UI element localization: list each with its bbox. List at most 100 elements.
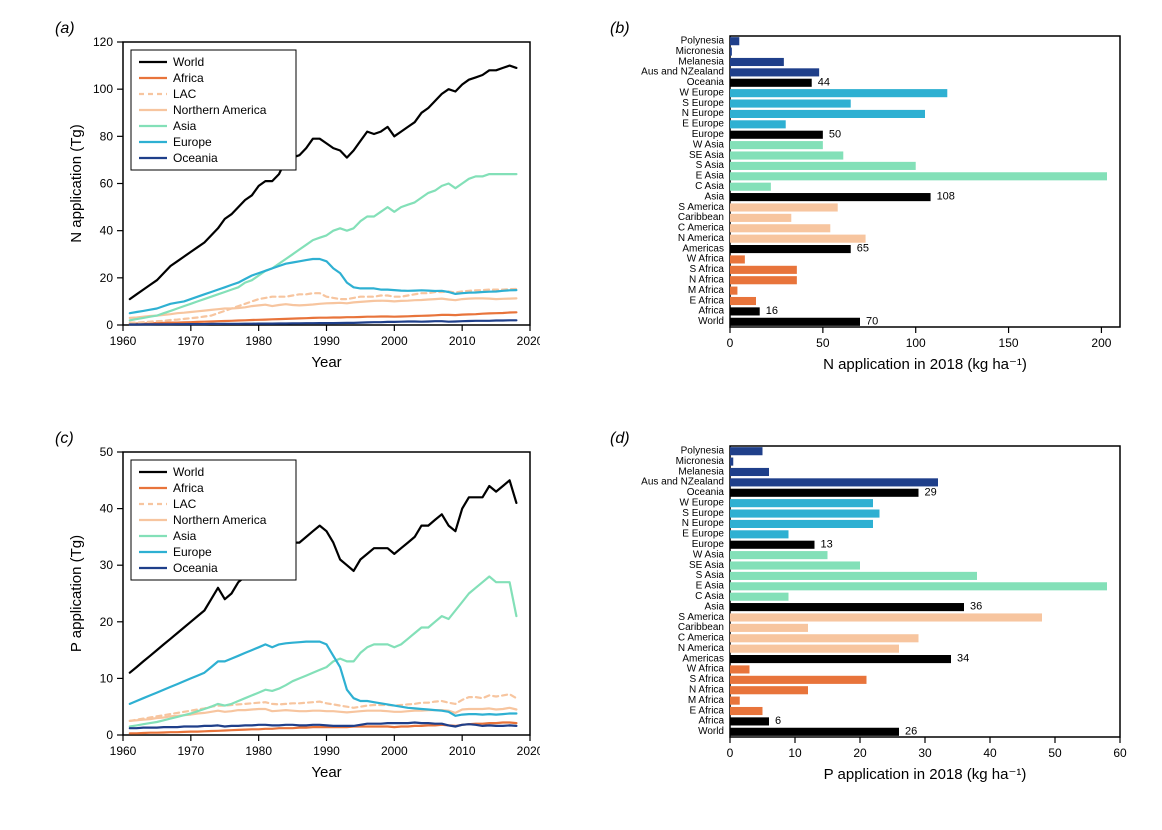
svg-text:S America: S America	[678, 202, 724, 213]
bar-c-asia	[730, 183, 771, 191]
figure-root: 1960197019801990200020102020020406080100…	[0, 0, 1162, 830]
svg-text:C America: C America	[678, 223, 725, 234]
bar-e-africa	[730, 707, 763, 715]
svg-text:2020: 2020	[517, 334, 540, 348]
svg-text:0: 0	[106, 318, 113, 332]
svg-text:Asia: Asia	[173, 119, 197, 133]
bar-asia	[730, 603, 964, 611]
svg-text:Africa: Africa	[173, 481, 204, 495]
svg-text:60: 60	[1113, 746, 1127, 760]
bar-s-europe	[730, 100, 851, 108]
svg-text:SE Asia: SE Asia	[689, 150, 724, 161]
svg-text:E Europe: E Europe	[682, 119, 724, 130]
svg-text:E Africa: E Africa	[690, 705, 725, 716]
svg-text:World: World	[173, 55, 204, 69]
bar-world	[730, 318, 860, 326]
panel-label-c: (c)	[55, 430, 74, 448]
svg-text:LAC: LAC	[173, 87, 197, 101]
svg-text:World: World	[698, 316, 724, 327]
svg-text:1970: 1970	[177, 334, 204, 348]
svg-text:Caribbean: Caribbean	[678, 622, 724, 633]
svg-text:Year: Year	[311, 354, 341, 371]
svg-text:N Africa: N Africa	[689, 685, 724, 696]
svg-text:36: 36	[970, 601, 982, 613]
svg-text:40: 40	[100, 502, 114, 516]
svg-text:Aus and NZealand: Aus and NZealand	[641, 477, 724, 488]
svg-text:Africa: Africa	[698, 716, 724, 727]
svg-text:50: 50	[816, 336, 830, 350]
svg-text:26: 26	[905, 725, 917, 737]
svg-text:Americas: Americas	[682, 653, 724, 664]
svg-text:Northern America: Northern America	[173, 513, 267, 527]
svg-text:20: 20	[853, 746, 867, 760]
svg-text:150: 150	[999, 336, 1019, 350]
svg-text:SE Asia: SE Asia	[689, 560, 724, 571]
svg-text:W Europe: W Europe	[680, 497, 725, 508]
svg-text:60: 60	[100, 177, 114, 191]
svg-text:E Europe: E Europe	[682, 529, 724, 540]
bar-s-america	[730, 203, 838, 211]
bar-oceania	[730, 489, 919, 497]
bar-caribbean	[730, 624, 808, 632]
svg-text:Oceania: Oceania	[173, 561, 218, 575]
svg-text:Africa: Africa	[173, 71, 204, 85]
svg-text:S Europe: S Europe	[682, 98, 724, 109]
svg-text:50: 50	[829, 128, 841, 140]
svg-text:S Asia: S Asia	[696, 570, 725, 581]
bar-e-asia	[730, 172, 1107, 180]
svg-text:N Europe: N Europe	[682, 518, 725, 529]
bar-polynesia	[730, 447, 763, 455]
svg-text:Polynesia: Polynesia	[681, 445, 725, 456]
bar-n-europe	[730, 520, 873, 528]
svg-text:50: 50	[1048, 746, 1062, 760]
bar-w-asia	[730, 141, 823, 149]
bar-n-europe	[730, 110, 925, 118]
svg-text:N Africa: N Africa	[689, 275, 724, 286]
svg-text:Caribbean: Caribbean	[678, 212, 724, 223]
svg-text:40: 40	[983, 746, 997, 760]
bar-w-europe	[730, 89, 947, 97]
bar-aus-and-nzealand	[730, 478, 938, 486]
svg-text:40: 40	[100, 224, 114, 238]
svg-text:10: 10	[100, 671, 114, 685]
bar-m-africa	[730, 287, 737, 295]
svg-text:1980: 1980	[245, 744, 272, 758]
svg-text:P application in 2018 (kg ha⁻¹: P application in 2018 (kg ha⁻¹)	[824, 766, 1027, 783]
svg-text:C Asia: C Asia	[695, 591, 724, 602]
svg-text:W Asia: W Asia	[693, 139, 725, 150]
svg-text:Polynesia: Polynesia	[681, 35, 725, 46]
svg-text:1980: 1980	[245, 334, 272, 348]
bar-africa	[730, 717, 769, 725]
svg-text:Oceania: Oceania	[687, 487, 725, 498]
panel-label-b: (b)	[610, 20, 630, 38]
svg-text:6: 6	[775, 715, 781, 727]
svg-text:1960: 1960	[110, 334, 137, 348]
svg-text:N Europe: N Europe	[682, 108, 725, 119]
svg-text:N application (Tg): N application (Tg)	[68, 124, 85, 242]
bar-oceania	[730, 79, 812, 87]
bar-aus-and-nzealand	[730, 68, 819, 76]
svg-text:E Asia: E Asia	[696, 581, 725, 592]
svg-text:N America: N America	[678, 643, 725, 654]
svg-text:S Europe: S Europe	[682, 508, 724, 519]
svg-text:16: 16	[766, 305, 778, 317]
svg-text:70: 70	[866, 315, 878, 327]
svg-text:2000: 2000	[381, 334, 408, 348]
series-lac	[130, 694, 517, 721]
series-asia	[130, 174, 517, 320]
svg-text:120: 120	[93, 35, 113, 49]
svg-text:2000: 2000	[381, 744, 408, 758]
bar-w-asia	[730, 551, 828, 559]
svg-text:100: 100	[93, 82, 113, 96]
svg-text:M Africa: M Africa	[688, 695, 725, 706]
bar-americas	[730, 655, 951, 663]
svg-text:29: 29	[925, 486, 937, 498]
bar-m-africa	[730, 697, 740, 705]
svg-text:80: 80	[100, 129, 114, 143]
svg-text:C Asia: C Asia	[695, 181, 724, 192]
svg-text:LAC: LAC	[173, 497, 197, 511]
svg-text:Aus and NZealand: Aus and NZealand	[641, 67, 724, 78]
bar-n-africa	[730, 686, 808, 694]
svg-text:Oceania: Oceania	[173, 151, 218, 165]
svg-text:Micronesia: Micronesia	[676, 46, 725, 57]
